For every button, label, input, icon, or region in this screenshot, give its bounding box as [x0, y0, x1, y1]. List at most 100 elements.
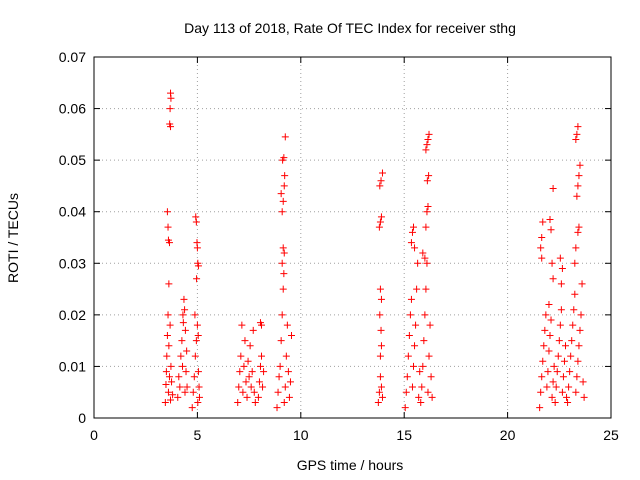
data-point	[412, 321, 420, 329]
data-point	[537, 244, 545, 252]
data-point	[405, 331, 413, 339]
data-point	[378, 169, 386, 177]
data-point	[421, 311, 429, 319]
data-point	[403, 373, 411, 381]
data-point	[237, 352, 245, 360]
data-point	[282, 352, 290, 360]
data-point	[278, 208, 286, 216]
data-point	[549, 275, 557, 283]
data-point	[283, 321, 291, 329]
data-point	[195, 383, 203, 391]
data-point	[427, 373, 435, 381]
data-point	[279, 197, 287, 205]
data-point	[194, 368, 202, 376]
data-point	[180, 295, 188, 303]
chart-title: Day 113 of 2018, Rate Of TEC Index for r…	[184, 20, 516, 36]
data-point	[548, 259, 556, 267]
y-tick-label: 0.02	[59, 307, 86, 323]
data-point	[190, 373, 198, 381]
data-point	[162, 380, 170, 388]
data-point	[377, 295, 385, 303]
data-point	[277, 337, 285, 345]
data-point	[563, 393, 571, 401]
data-point	[377, 326, 385, 334]
grid-lines	[94, 57, 611, 418]
data-point	[281, 383, 289, 391]
data-point	[423, 208, 431, 216]
data-point	[406, 311, 414, 319]
data-point	[169, 391, 177, 399]
x-tick-label: 20	[500, 427, 516, 443]
data-point	[401, 404, 409, 412]
data-point	[574, 182, 582, 190]
data-point	[182, 368, 190, 376]
data-point	[419, 249, 427, 257]
data-point	[404, 352, 412, 360]
data-point	[236, 368, 244, 376]
data-point	[167, 362, 175, 370]
data-point	[411, 342, 419, 350]
data-point	[549, 378, 557, 386]
data-point	[166, 105, 174, 113]
data-point	[256, 362, 264, 370]
y-tick-label: 0.07	[59, 49, 86, 65]
data-point	[240, 362, 248, 370]
data-point	[408, 383, 416, 391]
data-point	[575, 342, 583, 350]
data-point	[536, 404, 544, 412]
data-point	[175, 373, 183, 381]
data-point	[426, 321, 434, 329]
data-point	[560, 357, 568, 365]
data-point	[179, 362, 187, 370]
data-point	[278, 311, 286, 319]
data-point	[417, 399, 425, 407]
data-point	[558, 264, 566, 272]
data-point	[576, 326, 584, 334]
data-point	[238, 321, 246, 329]
data-point	[163, 352, 171, 360]
data-point	[571, 259, 579, 267]
data-point	[165, 373, 173, 381]
data-point	[280, 182, 288, 190]
data-point	[422, 146, 430, 154]
data-point	[167, 396, 175, 404]
data-point	[415, 393, 423, 401]
data-point	[408, 228, 416, 236]
data-point	[285, 393, 293, 401]
data-point	[550, 362, 558, 370]
data-point	[548, 393, 556, 401]
data-point	[251, 399, 259, 407]
data-point	[163, 331, 171, 339]
data-point	[574, 228, 582, 236]
data-point	[179, 311, 187, 319]
data-point	[558, 388, 566, 396]
data-point	[424, 388, 432, 396]
data-point	[566, 368, 574, 376]
x-tick-label: 25	[603, 427, 619, 443]
data-point	[183, 383, 191, 391]
data-point	[165, 239, 173, 247]
data-point	[164, 311, 172, 319]
plot-frame	[93, 56, 612, 419]
data-point	[194, 399, 202, 407]
data-point	[248, 368, 256, 376]
data-point	[255, 378, 263, 386]
data-point	[579, 378, 587, 386]
data-point	[181, 326, 189, 334]
data-point	[167, 94, 175, 102]
data-point	[165, 280, 173, 288]
data-point	[538, 234, 546, 241]
data-point	[243, 393, 251, 401]
data-point	[425, 172, 433, 180]
data-point	[250, 388, 258, 396]
data-point	[407, 295, 415, 303]
data-point	[249, 326, 257, 334]
data-point	[188, 404, 196, 412]
data-point	[376, 373, 384, 381]
data-point	[166, 321, 174, 329]
data-point	[189, 388, 197, 396]
data-point	[537, 388, 545, 396]
data-point	[542, 311, 550, 319]
data-point	[565, 383, 573, 391]
